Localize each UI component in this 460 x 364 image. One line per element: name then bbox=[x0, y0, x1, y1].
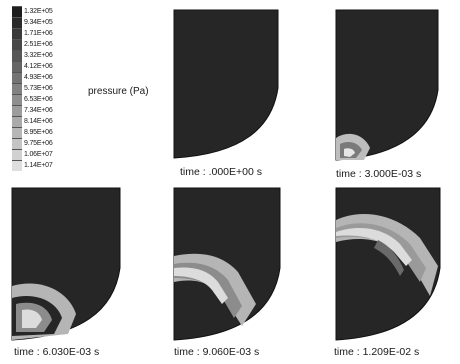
legend-swatch bbox=[12, 116, 22, 127]
legend-swatch bbox=[12, 138, 22, 149]
panel-caption-t0: time : .000E+00 s bbox=[180, 166, 263, 178]
legend-swatch bbox=[12, 28, 22, 39]
panel-caption-t3: time : 9.060E-03 s bbox=[174, 346, 260, 358]
pressure-core bbox=[22, 309, 42, 328]
legend-swatch bbox=[12, 94, 22, 105]
legend-swatch bbox=[12, 39, 22, 50]
pressure-legend: 1.32E+05 9.34E+05 1.71E+06 2.51E+06 3.32… bbox=[12, 6, 53, 174]
legend-label: 1.06E+07 bbox=[24, 151, 53, 158]
panel-caption-t1: time : 3.000E-03 s bbox=[336, 168, 422, 180]
simulation-panel-t4 bbox=[334, 186, 446, 342]
legend-label: 1.14E+07 bbox=[24, 162, 53, 169]
legend-swatch bbox=[12, 6, 22, 17]
legend-label: 3.32E+06 bbox=[24, 52, 53, 59]
legend-swatch bbox=[12, 127, 22, 138]
pressure-band bbox=[374, 240, 404, 276]
panel-caption-t4: time : 1.209E-02 s bbox=[334, 346, 420, 358]
simulation-panel-t0 bbox=[172, 8, 284, 160]
pressure-core bbox=[174, 267, 228, 304]
simulation-panel-t2 bbox=[10, 186, 126, 342]
legend-swatch bbox=[12, 149, 22, 160]
legend-swatch bbox=[12, 83, 22, 94]
legend-label: 4.12E+06 bbox=[24, 63, 53, 70]
legend-label: 8.95E+06 bbox=[24, 129, 53, 136]
legend-swatch bbox=[12, 61, 22, 72]
simulation-panel-t3 bbox=[172, 186, 286, 342]
legend-label: 1.32E+05 bbox=[24, 8, 53, 15]
panel-caption-t2: time : 6.030E-03 s bbox=[14, 346, 100, 358]
legend-label: 1.71E+06 bbox=[24, 30, 53, 37]
pressure-hotspot bbox=[344, 148, 355, 157]
legend-swatch bbox=[12, 160, 22, 171]
legend-swatch bbox=[12, 105, 22, 116]
legend-swatch bbox=[12, 72, 22, 83]
legend-swatch bbox=[12, 50, 22, 61]
legend-label: 9.34E+05 bbox=[24, 19, 53, 26]
legend-label: 4.93E+06 bbox=[24, 74, 53, 81]
legend-label: 5.73E+06 bbox=[24, 85, 53, 92]
legend-label: 6.53E+06 bbox=[24, 96, 53, 103]
simulation-panel-t1 bbox=[334, 8, 444, 162]
legend-label: 7.34E+06 bbox=[24, 107, 53, 114]
vessel-domain bbox=[173, 9, 279, 159]
pressure-core bbox=[336, 228, 412, 266]
legend-label: 2.51E+06 bbox=[24, 41, 53, 48]
legend-label: 8.14E+06 bbox=[24, 118, 53, 125]
legend-swatch bbox=[12, 17, 22, 28]
legend-title: pressure (Pa) bbox=[88, 86, 149, 97]
legend-label: 9.75E+06 bbox=[24, 140, 53, 147]
